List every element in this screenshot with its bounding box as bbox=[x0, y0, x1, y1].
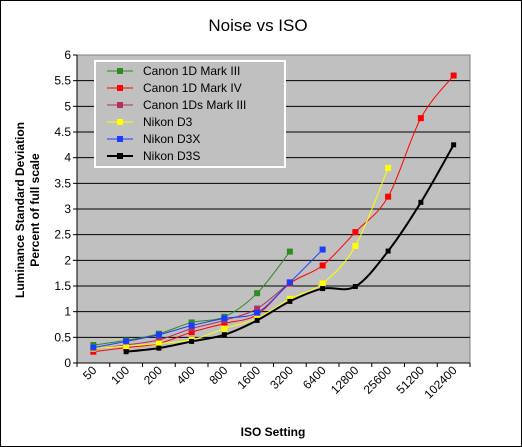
x-axis-label: ISO Setting bbox=[241, 425, 306, 439]
data-point bbox=[385, 164, 392, 171]
y-tick-label: 4 bbox=[64, 151, 71, 165]
y-tick-label: 5 bbox=[64, 99, 71, 113]
data-point bbox=[286, 295, 293, 302]
x-tick-label: 100 bbox=[108, 363, 132, 387]
series-line-nikon-d3x bbox=[90, 246, 326, 351]
data-point bbox=[352, 229, 359, 236]
y-tick-label: 2.5 bbox=[54, 228, 71, 242]
x-tick-label: 400 bbox=[174, 363, 198, 387]
data-point bbox=[188, 329, 195, 336]
data-point bbox=[450, 72, 457, 79]
data-point bbox=[221, 325, 228, 332]
data-point bbox=[417, 115, 424, 122]
legend: Canon 1D Mark III Canon 1D Mark IV Canon 1… bbox=[94, 60, 286, 168]
data-point bbox=[254, 317, 260, 323]
data-point bbox=[123, 338, 130, 345]
data-point bbox=[385, 248, 391, 254]
data-point bbox=[451, 142, 457, 148]
y-axis-label-line-1: Luminance Standard Deviation bbox=[13, 122, 27, 298]
legend-marker bbox=[117, 102, 123, 108]
series-layer bbox=[90, 72, 457, 355]
data-point bbox=[254, 305, 261, 312]
x-tick-label: 50 bbox=[80, 363, 100, 383]
legend-marker bbox=[117, 119, 123, 125]
x-tick-label: 1600 bbox=[234, 363, 263, 392]
data-point bbox=[418, 199, 424, 205]
y-tick-label: 4.5 bbox=[54, 125, 71, 139]
legend-label: Canon 1Ds Mark III bbox=[143, 98, 246, 112]
y-axis-label-line-2: Percent of full scale bbox=[28, 153, 42, 267]
data-point bbox=[319, 262, 326, 269]
x-tick-label: 200 bbox=[141, 363, 165, 387]
legend-label: Nikon D3S bbox=[143, 149, 200, 163]
data-point bbox=[254, 290, 261, 297]
x-tick-label: 800 bbox=[206, 363, 230, 387]
chart-title: Noise vs ISO bbox=[208, 16, 307, 35]
data-point bbox=[385, 193, 392, 200]
data-point bbox=[123, 349, 129, 355]
data-point bbox=[221, 315, 228, 322]
y-tick-label: 1.5 bbox=[54, 279, 71, 293]
x-tick-label: 25600 bbox=[361, 363, 395, 397]
data-point bbox=[221, 332, 227, 338]
y-tick-label: 5.5 bbox=[54, 74, 71, 88]
data-point bbox=[188, 319, 195, 326]
data-point bbox=[254, 309, 261, 316]
legend-box bbox=[94, 60, 286, 168]
data-point bbox=[352, 284, 358, 290]
legend-label: Nikon D3X bbox=[143, 132, 200, 146]
y-axis-label: Luminance Standard Deviation Percent of … bbox=[13, 122, 42, 298]
series-line-nikon-d3s bbox=[123, 142, 457, 355]
x-tick-label: 12800 bbox=[328, 363, 362, 397]
y-tick-label: 6 bbox=[64, 48, 71, 62]
x-tick-label: 3200 bbox=[267, 363, 296, 392]
data-point bbox=[155, 340, 162, 347]
data-point bbox=[286, 279, 293, 286]
data-point bbox=[188, 322, 195, 329]
data-point bbox=[123, 343, 130, 350]
legend-label: Canon 1D Mark III bbox=[143, 64, 240, 78]
y-tick-label: 0.5 bbox=[54, 330, 71, 344]
legend-label: Canon 1D Mark IV bbox=[143, 81, 242, 95]
data-point bbox=[188, 325, 195, 332]
legend-marker bbox=[117, 85, 123, 91]
data-point bbox=[319, 280, 326, 287]
y-axis-ticks: 0 0.5 1 1.5 2 2.5 3 3.5 4 4.5 5 5.5 6 bbox=[54, 48, 78, 370]
x-tick-label: 102400 bbox=[422, 363, 460, 401]
y-tick-label: 2 bbox=[64, 253, 71, 267]
data-point bbox=[352, 242, 359, 249]
y-tick-label: 3.5 bbox=[54, 176, 71, 190]
data-point bbox=[155, 331, 162, 338]
data-point bbox=[320, 286, 326, 292]
legend-label: Nikon D3 bbox=[143, 115, 193, 129]
data-point bbox=[319, 246, 326, 253]
data-point bbox=[221, 320, 228, 327]
x-tick-label: 6400 bbox=[300, 363, 329, 392]
data-point bbox=[90, 344, 97, 351]
y-tick-label: 1 bbox=[64, 305, 71, 319]
y-tick-label: 3 bbox=[64, 202, 71, 216]
data-point bbox=[155, 336, 162, 343]
x-axis-ticks: 50 100 200 400 800 1600 3200 6400 12800 25600 5120… bbox=[76, 362, 471, 401]
legend-marker bbox=[117, 153, 123, 159]
data-point bbox=[189, 338, 195, 344]
data-point bbox=[287, 298, 293, 304]
series-line bbox=[93, 167, 389, 350]
legend-marker bbox=[117, 68, 123, 74]
legend-marker bbox=[117, 136, 123, 142]
y-tick-label: 0 bbox=[64, 356, 71, 370]
data-point bbox=[286, 248, 293, 255]
data-point bbox=[156, 345, 162, 351]
